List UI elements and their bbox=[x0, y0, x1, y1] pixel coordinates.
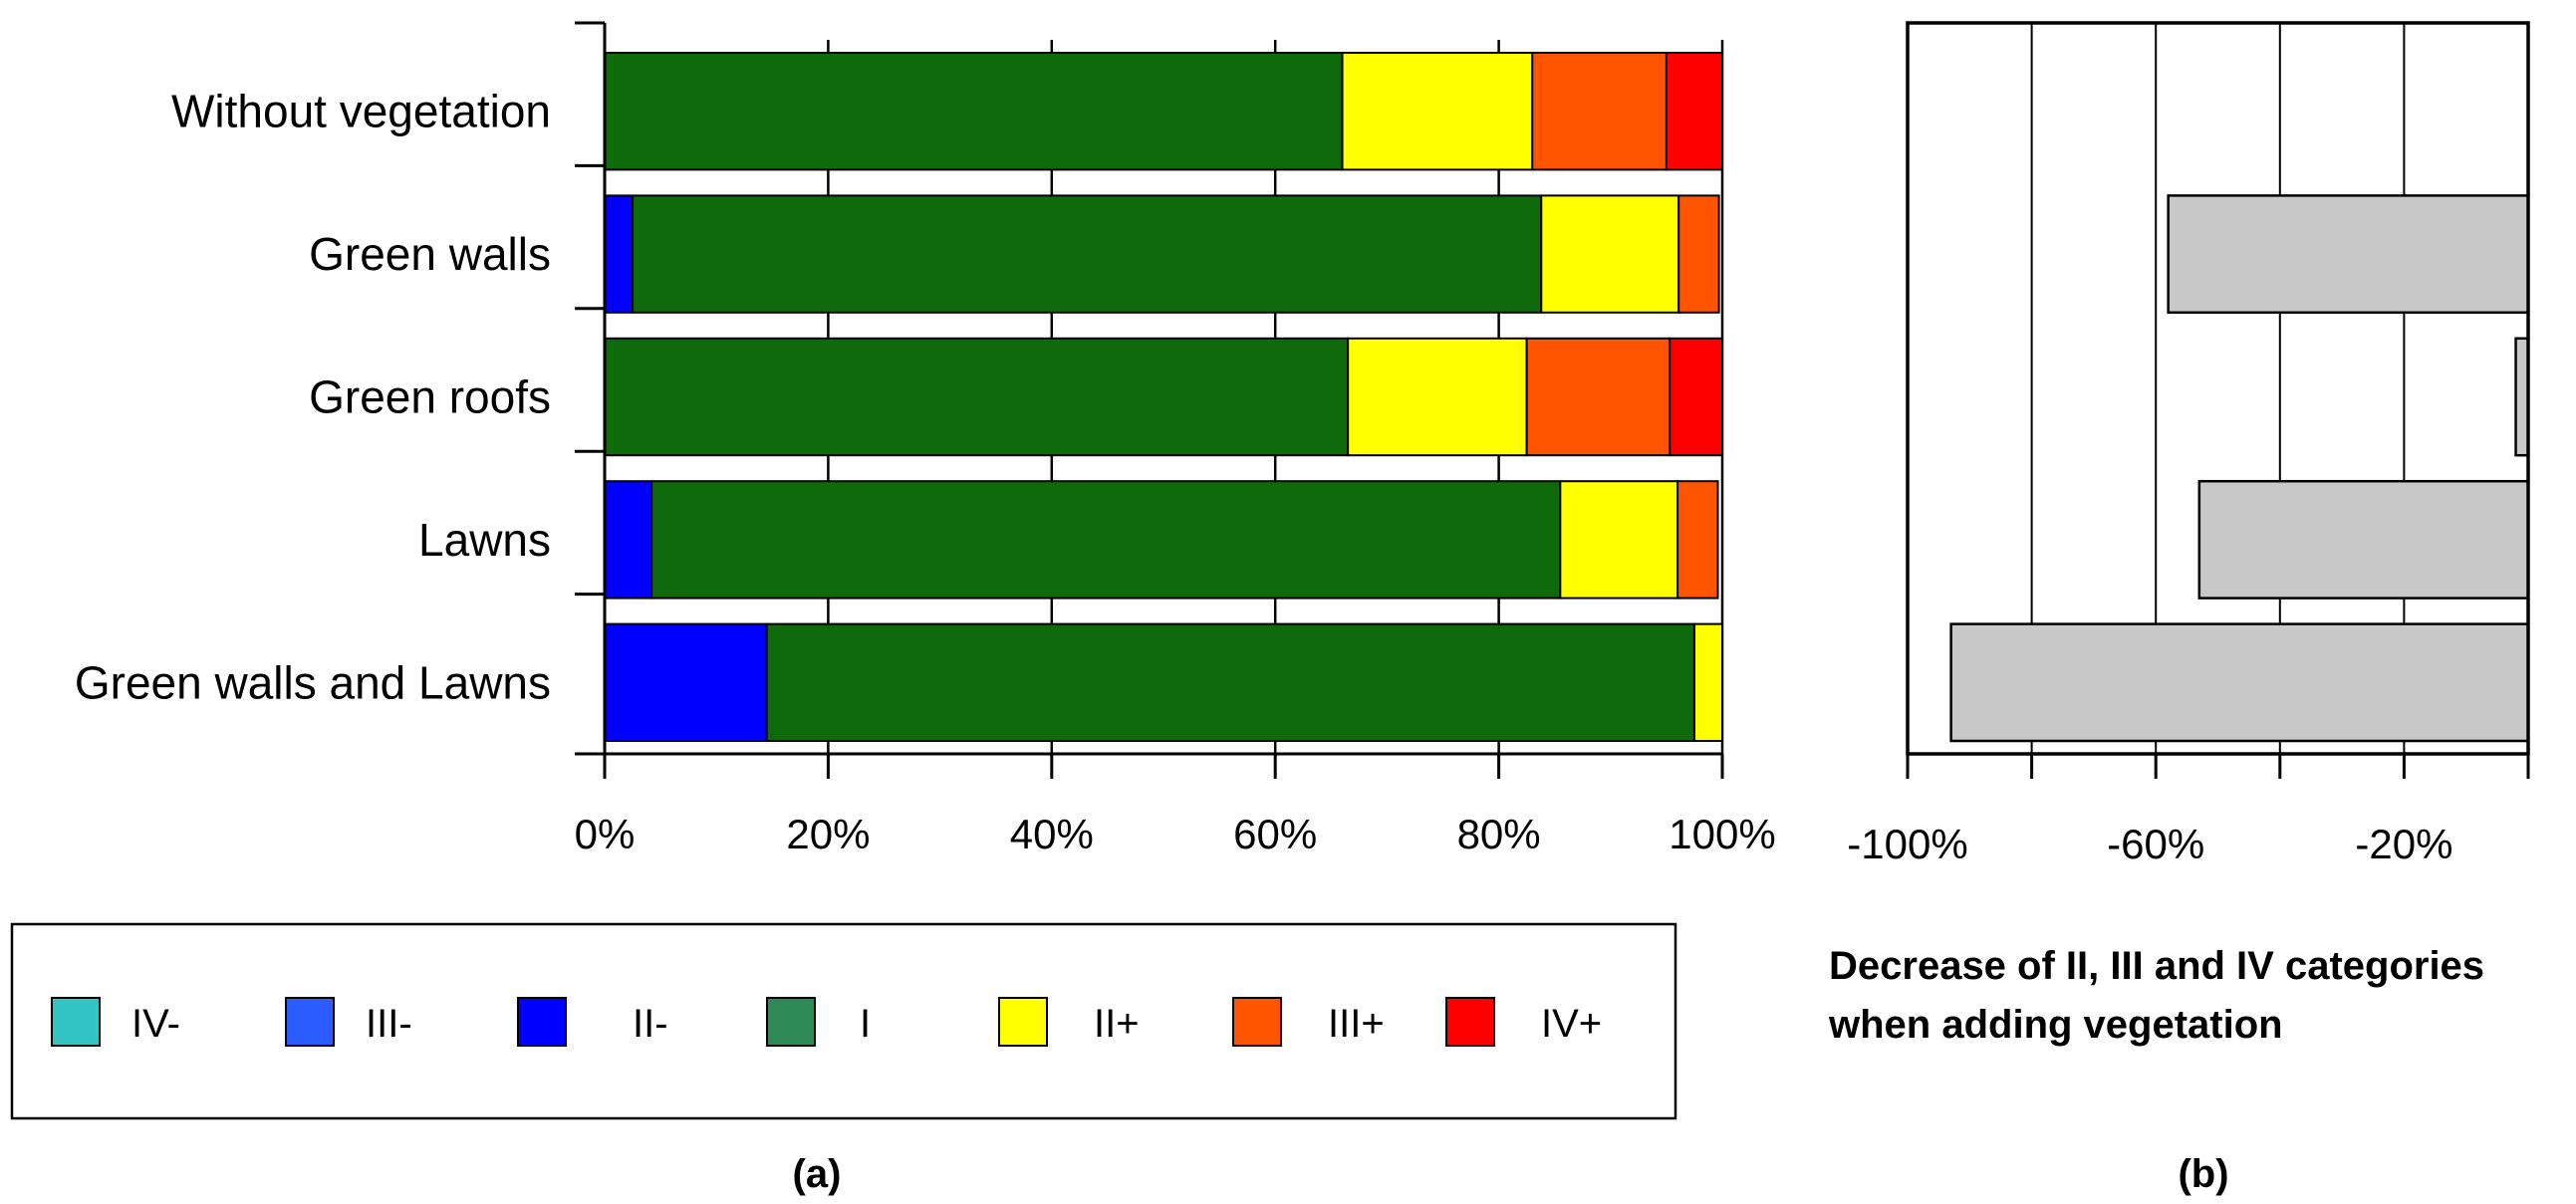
legend-swatch-iii bbox=[285, 997, 335, 1047]
legend: IV- III- II- I II+ III+ IV+ bbox=[10, 922, 1677, 1120]
a-category-labels: Without vegetation Green walls Green roofs… bbox=[75, 86, 551, 709]
caption-a: (a) bbox=[793, 1152, 842, 1196]
legend-label-i: I bbox=[860, 1002, 871, 1046]
legend-label-iv: IV+ bbox=[1541, 1002, 1602, 1046]
category-label-green-walls-and-lawns: Green walls and Lawns bbox=[75, 656, 551, 708]
legend-label-ii: II+ bbox=[1094, 1002, 1140, 1046]
a-tick-label: 20% bbox=[786, 811, 870, 857]
bar-green-walls-i bbox=[632, 194, 1543, 314]
legend-label-iii: III+ bbox=[1328, 1002, 1385, 1046]
a-tick-label: 100% bbox=[1669, 811, 1775, 857]
bar-lawns-iii bbox=[1676, 480, 1719, 600]
bar-chart-b: -100% -60% -20% Decrease of II, III and IV… bbox=[1828, 21, 2530, 1047]
bar-green-walls-ii bbox=[604, 194, 635, 314]
b-tick-label: -60% bbox=[2107, 821, 2204, 867]
bar-green-walls-and-lawns-i bbox=[765, 622, 1695, 742]
b-bar-green-roofs bbox=[2514, 337, 2530, 457]
b-tick-label: -100% bbox=[1847, 821, 1967, 867]
bar-green-walls-and-lawns-ii bbox=[604, 622, 768, 742]
b-axes bbox=[1906, 21, 2530, 779]
category-label-green-roofs: Green roofs bbox=[309, 371, 551, 423]
bar-without-vegetation-ii bbox=[1341, 52, 1534, 171]
category-label-green-walls: Green walls bbox=[309, 228, 551, 280]
a-bars bbox=[604, 52, 1724, 742]
legend-label-iii: III- bbox=[366, 1002, 412, 1046]
legend-box bbox=[10, 922, 1677, 1120]
legend-label-ii: II- bbox=[633, 1002, 668, 1046]
bar-green-roofs-ii bbox=[1347, 337, 1528, 457]
a-tick-label: 0% bbox=[575, 811, 636, 857]
category-label-without-vegetation: Without vegetation bbox=[171, 86, 551, 137]
stacked-bar-chart-a: Without vegetation Green walls Green roofs… bbox=[75, 21, 1776, 857]
bar-green-walls-iii bbox=[1677, 194, 1720, 314]
legend-swatch-i bbox=[766, 997, 816, 1047]
a-tick-label: 60% bbox=[1233, 811, 1317, 857]
legend-swatch-ii bbox=[998, 997, 1048, 1047]
legend-swatch-ii bbox=[517, 997, 567, 1047]
a-tick-labels: 0% 20% 40% 60% 80% 100% bbox=[575, 811, 1776, 857]
legend-swatch-iv bbox=[1445, 997, 1495, 1047]
caption-b: (b) bbox=[2178, 1152, 2228, 1196]
category-label-lawns: Lawns bbox=[418, 514, 551, 566]
a-tick-label: 80% bbox=[1457, 811, 1541, 857]
b-bar-lawns bbox=[2197, 479, 2530, 600]
bar-without-vegetation-iii bbox=[1531, 52, 1668, 171]
b-axis-label-line1: Decrease of II, III and IV categories bbox=[1829, 944, 2484, 988]
bar-green-roofs-i bbox=[604, 337, 1350, 457]
bar-green-walls-and-lawns-ii bbox=[1692, 622, 1723, 742]
b-bars bbox=[1949, 194, 2530, 743]
legend-swatch-iv bbox=[51, 997, 101, 1047]
bar-green-walls-ii bbox=[1540, 194, 1680, 314]
legend-label-iv: IV- bbox=[131, 1002, 180, 1046]
bar-green-roofs-iii bbox=[1525, 337, 1672, 457]
bar-without-vegetation-i bbox=[604, 52, 1344, 171]
b-axis-label-line2: when adding vegetation bbox=[1828, 1003, 2283, 1047]
bar-without-vegetation-iv bbox=[1665, 52, 1724, 171]
b-tick-label: -20% bbox=[2355, 821, 2452, 867]
bar-green-roofs-iv bbox=[1669, 337, 1723, 457]
bar-lawns-ii bbox=[604, 480, 653, 600]
bar-lawns-i bbox=[650, 480, 1562, 600]
b-bar-green-walls bbox=[2167, 194, 2530, 315]
b-bar-green-walls-and-lawns bbox=[1949, 622, 2530, 743]
b-tick-labels: -100% -60% -20% bbox=[1847, 821, 2452, 867]
a-axes bbox=[575, 21, 1724, 779]
b-frame bbox=[1906, 21, 2530, 756]
a-tick-label: 40% bbox=[1010, 811, 1094, 857]
legend-swatch-iii bbox=[1232, 997, 1282, 1047]
bar-lawns-ii bbox=[1559, 480, 1679, 600]
